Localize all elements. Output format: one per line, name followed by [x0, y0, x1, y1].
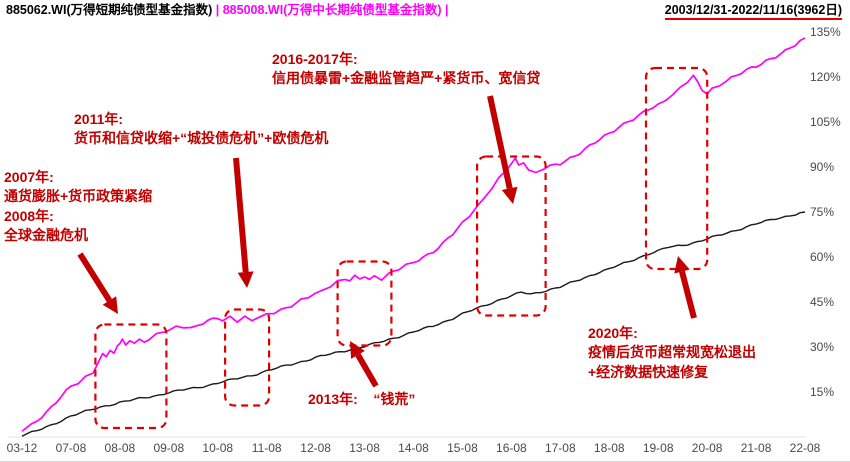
- annotation-arrow-head-2013: [350, 341, 365, 359]
- y-tick-label: 105%: [810, 115, 841, 129]
- date-range-link[interactable]: 2003/12/31-2022/11/16(3962日): [664, 2, 842, 20]
- event-box-2020-covid-exit: [644, 66, 709, 271]
- legend-series-885062: 885062.WI(万得短期纯债型基金指数): [6, 3, 213, 17]
- x-tick-label: 16-08: [496, 441, 527, 455]
- y-tick-label: 45%: [810, 295, 835, 309]
- x-tick-label: 12-08: [300, 441, 331, 455]
- annotation-line: 通货膨胀+货币政策紧缩: [4, 188, 153, 205]
- x-tick-label: 10-08: [202, 441, 234, 455]
- annotation-2013: 2013年: “钱荒”: [308, 390, 415, 409]
- x-tick-label: 03-12: [6, 441, 38, 455]
- annotation-arrow-line-2011: [233, 157, 249, 273]
- annotation-line: 货币和信贷收缩+“城投债危机”+欧债危机: [74, 130, 329, 147]
- x-tick-label: 15-08: [447, 441, 478, 455]
- x-tick-label: 17-08: [544, 441, 576, 455]
- y-tick-label: 75%: [810, 205, 835, 219]
- annotation-line: 信用债暴雷+金融监管趋严+紧货币、宽信贷: [272, 70, 541, 87]
- series-line-885062.WI: [21, 211, 806, 437]
- event-box-2016-2017-credit: [476, 155, 547, 317]
- event-box-2011-tightening: [224, 308, 271, 407]
- annotation-arrow-line-2007-2008: [77, 252, 112, 303]
- y-tick-label: 120%: [810, 70, 841, 84]
- annotation-arrow-head-2011: [237, 271, 254, 288]
- x-tick-label: 11-08: [251, 441, 282, 455]
- annotation-line: 2007年:: [4, 169, 54, 185]
- x-tick-label: 19-08: [642, 441, 674, 455]
- annotation-line: 2008年:: [4, 207, 54, 224]
- annotation-line: 2013年: “钱荒”: [308, 391, 416, 407]
- event-box-2013-money-shortage: [336, 260, 393, 347]
- series-line-885008.WI: [21, 37, 806, 433]
- y-tick-label: 30%: [810, 340, 835, 354]
- annotation-line: +经济数据快速修复: [588, 363, 709, 380]
- x-tick-label: 09-08: [153, 441, 185, 455]
- x-tick-label: 08-08: [104, 441, 136, 455]
- annotation-2007-2008: 2007年: 通货膨胀+货币政策紧缩 2008年: 全球金融危机: [4, 168, 152, 245]
- legend-series-885008: 885008.WI(万得中长期纯债型基金指数) |: [222, 3, 449, 17]
- legend: 885062.WI(万得短期纯债型基金指数) | 885008.WI(万得中长期…: [6, 2, 449, 18]
- annotation-line: 2011年:: [74, 111, 124, 127]
- annotation-arrow-head-2007-2008: [102, 296, 118, 314]
- annotation-arrow-head-2016-2017: [501, 186, 518, 204]
- annotation-line: 2020年:: [588, 325, 638, 341]
- y-tick-label: 90%: [810, 160, 835, 174]
- event-box-2008-crisis: [94, 323, 168, 430]
- chart-header: 885062.WI(万得短期纯债型基金指数) | 885008.WI(万得中长期…: [6, 2, 842, 20]
- annotation-arrow-head-2020: [674, 256, 690, 274]
- x-tick-label: 07-08: [55, 441, 87, 455]
- annotation-line: 2016-2017年:: [272, 51, 358, 67]
- x-tick-label: 21-08: [740, 441, 772, 455]
- annotation-arrow-line-2016-2017: [487, 95, 513, 190]
- legend-separator: |: [212, 3, 223, 17]
- annotation-line: 疫情后货币超常规宽松退出: [588, 344, 756, 361]
- annotation-2020: 2020年: 疫情后货币超常规宽松退出 +经济数据快速修复: [588, 324, 756, 382]
- x-tick-label: 14-08: [398, 441, 429, 455]
- x-tick-label: 13-08: [349, 441, 380, 455]
- annotation-arrow-line-2020: [679, 270, 697, 319]
- y-tick-label: 135%: [810, 25, 841, 39]
- x-tick-label: 18-08: [593, 441, 625, 455]
- y-tick-label: 15%: [810, 385, 835, 399]
- annotation-arrow-line-2013: [355, 353, 379, 388]
- annotation-line: 全球金融危机: [4, 226, 88, 243]
- x-tick-label: 20-08: [691, 441, 723, 455]
- annotation-2016-2017: 2016-2017年: 信用债暴雷+金融监管趋严+紧货币、宽信贷: [272, 50, 540, 89]
- annotation-2011: 2011年: 货币和信贷收缩+“城投债危机”+欧债危机: [74, 110, 328, 149]
- x-tick-label: 22-08: [789, 441, 821, 455]
- y-tick-label: 60%: [810, 250, 835, 264]
